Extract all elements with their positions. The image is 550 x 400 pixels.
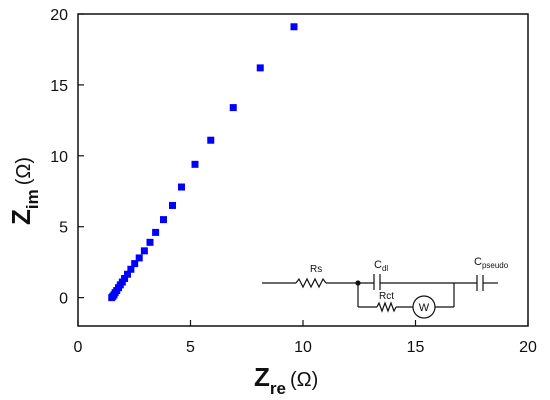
data-point [124, 270, 131, 278]
x-tick-label: 15 [407, 339, 425, 356]
data-point [178, 183, 185, 191]
y-axis-ticks: 0 5 10 15 20 [50, 7, 84, 308]
cpseudo-label: Cpseudo [474, 256, 509, 270]
data-point [146, 238, 154, 246]
rct-resistor [376, 301, 397, 313]
y-tick-label: 20 [50, 7, 68, 24]
junction-dot [355, 280, 361, 286]
data-point [152, 228, 160, 236]
data-point [229, 104, 237, 112]
y-axis-title: Zim(Ω) [6, 157, 42, 225]
y-tick-label: 15 [50, 78, 68, 95]
data-point [121, 274, 129, 282]
data-point [191, 160, 199, 168]
rs-label: Rs [310, 264, 322, 275]
cdl-label: Cdl [374, 259, 388, 273]
warburg-label: W [419, 302, 430, 314]
data-point [135, 254, 143, 262]
x-axis-ticks: 0 5 10 15 20 [74, 320, 537, 356]
data-point [131, 260, 139, 268]
equivalent-circuit-diagram [262, 274, 498, 319]
data-series [108, 23, 298, 302]
data-point [118, 278, 126, 286]
data-point [290, 23, 298, 31]
data-point [169, 201, 176, 209]
data-point [207, 136, 215, 144]
plot-frame [77, 13, 529, 327]
x-axis-title: Zre (Ω) [254, 362, 318, 398]
x-tick-label: 0 [74, 339, 83, 356]
x-tick-label: 10 [294, 339, 312, 356]
data-point [140, 247, 148, 255]
data-point [256, 64, 264, 72]
y-tick-label: 0 [59, 291, 68, 308]
y-tick-label: 5 [59, 220, 68, 237]
data-point [160, 216, 167, 224]
data-point [127, 265, 135, 273]
y-tick-label: 10 [50, 149, 68, 166]
rs-resistor [295, 277, 327, 289]
rct-label: Rct [379, 291, 394, 302]
x-tick-label: 20 [519, 339, 537, 356]
x-tick-label: 5 [186, 339, 195, 356]
